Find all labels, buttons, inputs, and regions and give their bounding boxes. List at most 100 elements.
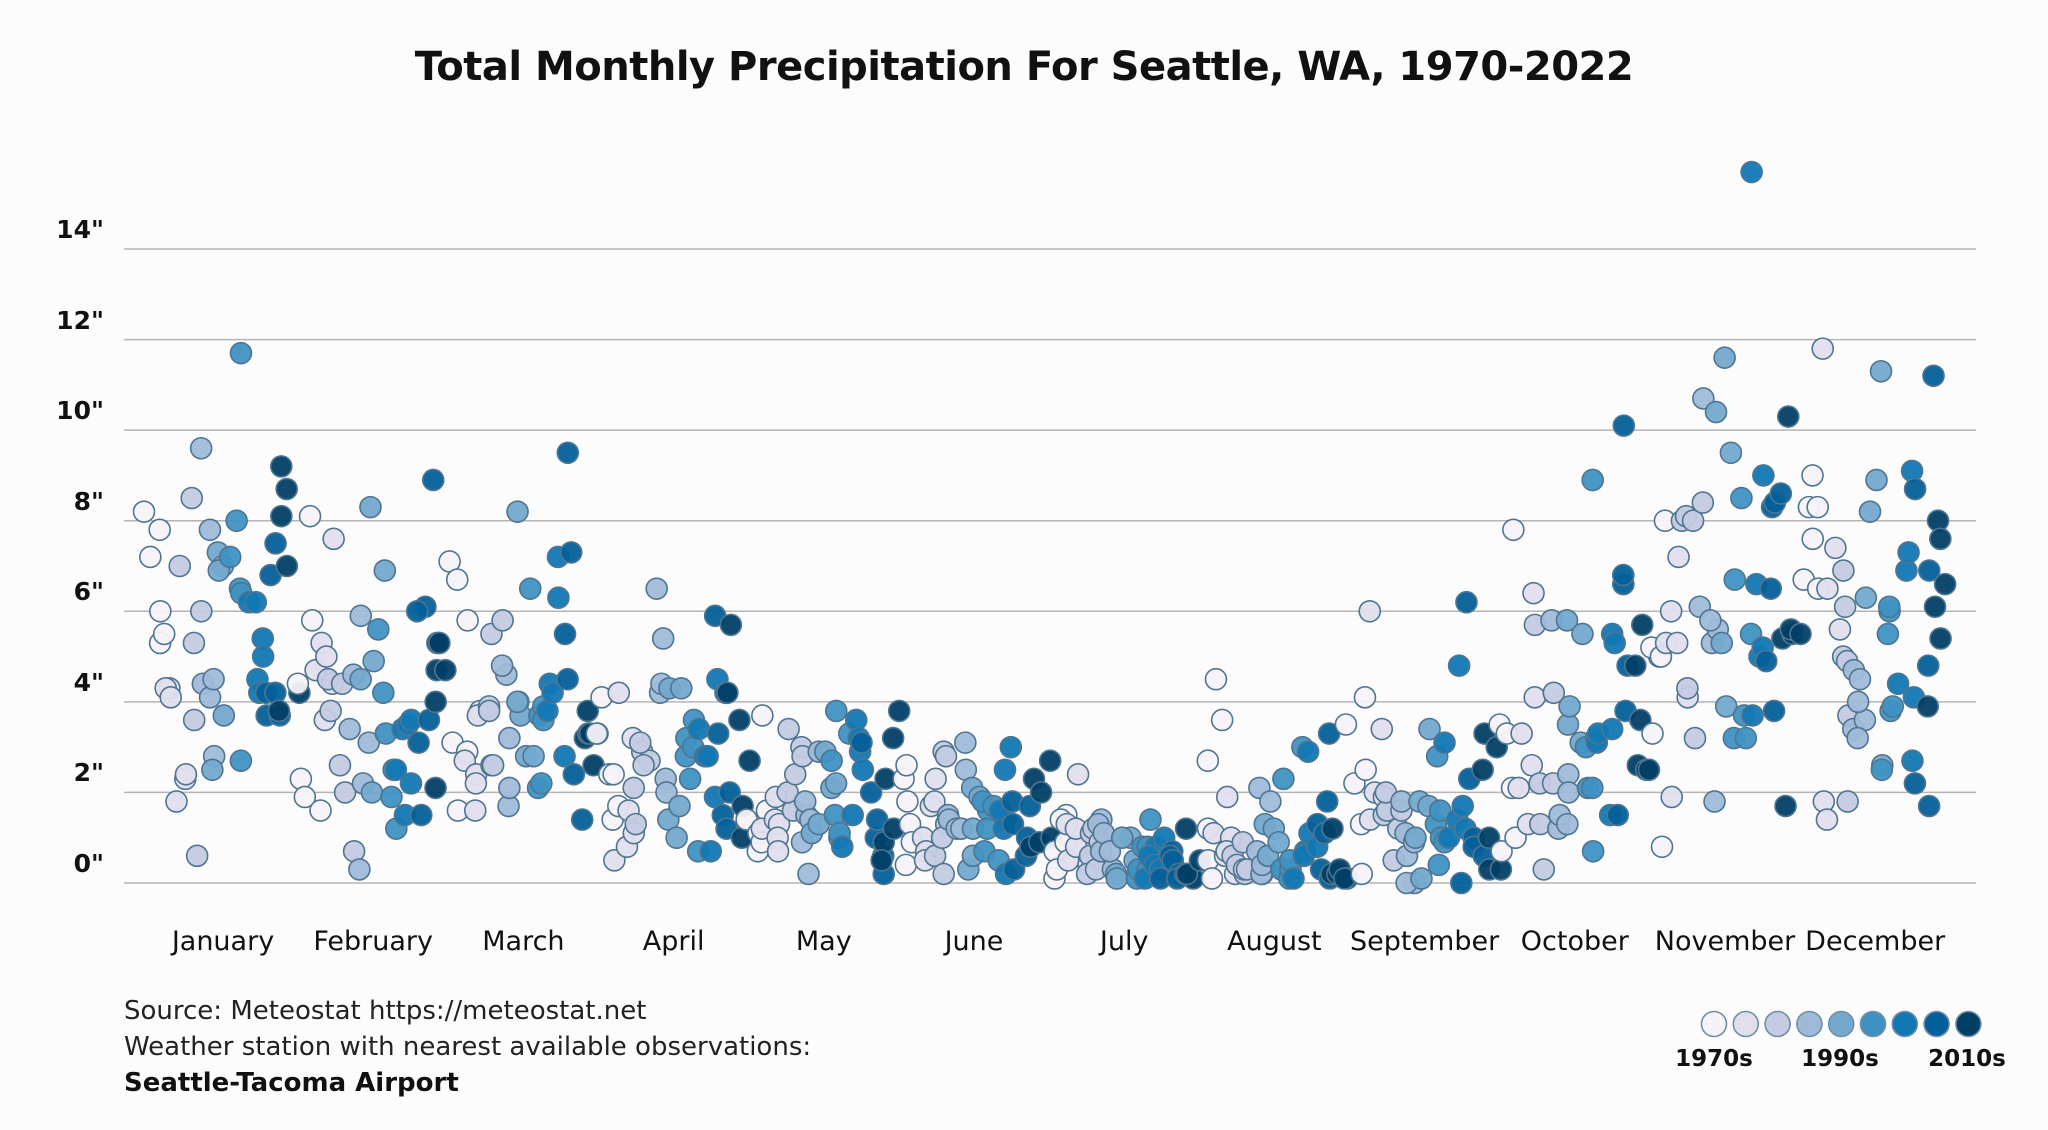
data-point — [380, 785, 403, 809]
data-point — [628, 731, 652, 754]
data-point — [830, 835, 854, 859]
data-point — [407, 731, 430, 754]
data-point — [1272, 767, 1295, 791]
data-point — [924, 767, 947, 791]
data-point — [372, 681, 395, 705]
data-point — [1204, 667, 1228, 691]
x-tick-label: April — [642, 926, 705, 957]
data-point — [1828, 618, 1852, 641]
data-point — [1001, 812, 1025, 836]
data-point — [622, 776, 646, 800]
data-point — [1259, 790, 1282, 813]
data-point — [1759, 577, 1783, 600]
x-tick-label: May — [795, 926, 852, 957]
data-point — [506, 500, 529, 523]
data-point — [1532, 858, 1556, 881]
data-point — [728, 708, 751, 732]
data-point — [182, 631, 206, 655]
data-point — [1660, 785, 1684, 809]
data-point — [409, 803, 433, 827]
data-point — [366, 618, 390, 641]
data-point — [766, 839, 790, 863]
data-point — [1676, 676, 1699, 700]
legend-swatch — [1891, 1010, 1919, 1038]
x-tick-label: October — [1520, 926, 1629, 957]
data-point — [1659, 599, 1683, 623]
data-point — [1923, 595, 1947, 619]
data-point — [424, 776, 447, 800]
data-point — [1650, 835, 1674, 859]
data-point — [1916, 695, 1940, 718]
data-point — [202, 667, 225, 691]
data-point — [651, 627, 675, 650]
data-point — [1876, 622, 1900, 646]
data-point — [1833, 595, 1857, 619]
data-point — [244, 590, 268, 614]
y-tick-label: 6" — [73, 577, 104, 607]
x-tick-label: November — [1654, 926, 1796, 957]
data-point — [570, 808, 594, 831]
data-point — [1196, 749, 1220, 773]
data-point — [850, 731, 873, 754]
data-point — [1606, 803, 1630, 827]
data-point — [1354, 758, 1377, 782]
data-point — [923, 790, 946, 813]
data-point — [1710, 631, 1734, 655]
data-point — [1542, 681, 1566, 705]
legend-label: 1990s — [1801, 1046, 1879, 1072]
data-point — [477, 699, 501, 723]
data-point — [1806, 495, 1829, 519]
data-point — [881, 726, 905, 750]
data-point — [1683, 726, 1707, 750]
data-point — [696, 744, 719, 768]
data-point — [421, 468, 445, 492]
data-point — [934, 744, 958, 768]
data-point — [1404, 826, 1427, 850]
data-point — [1774, 794, 1797, 818]
data-point — [182, 708, 206, 732]
chart-title: Total Monthly Precipitation For Seattle,… — [414, 44, 1634, 90]
data-point — [445, 568, 469, 591]
data-point — [719, 613, 743, 637]
data-point — [1903, 772, 1927, 795]
data-point — [559, 541, 583, 564]
data-point — [168, 554, 192, 578]
data-point — [1455, 590, 1478, 614]
data-point — [1832, 559, 1855, 582]
data-point — [1637, 758, 1661, 782]
data-point — [1848, 667, 1872, 691]
data-point — [530, 772, 553, 795]
data-point — [298, 504, 322, 528]
data-point — [1450, 871, 1473, 895]
data-point — [498, 726, 521, 750]
data-point — [1762, 699, 1786, 723]
data-point — [1175, 862, 1199, 886]
data-point — [1691, 491, 1715, 514]
data-point — [1296, 740, 1320, 763]
data-point — [1522, 581, 1545, 605]
data-point — [165, 790, 188, 813]
data-point — [1558, 695, 1581, 718]
y-tick-label: 4" — [73, 667, 104, 697]
data-point — [1471, 758, 1494, 782]
data-point — [1703, 790, 1726, 813]
data-point — [1581, 776, 1604, 800]
data-point — [1811, 337, 1835, 360]
x-tick-label: January — [171, 926, 275, 957]
legend-swatch — [1859, 1010, 1887, 1038]
data-point — [1789, 622, 1812, 646]
y-tick-label: 2" — [73, 758, 104, 788]
data-point — [405, 599, 429, 623]
data-point — [1451, 794, 1475, 818]
data-point — [348, 858, 371, 881]
data-point — [384, 758, 408, 782]
data-point — [319, 699, 342, 723]
data-point — [293, 785, 317, 809]
data-point — [1665, 631, 1689, 655]
data-point — [547, 586, 570, 610]
source-note: Source: Meteostat https://meteostat.net — [124, 996, 647, 1026]
data-point — [174, 763, 198, 786]
data-point — [1929, 527, 1952, 551]
data-point — [1667, 545, 1690, 569]
data-point — [1282, 867, 1305, 890]
